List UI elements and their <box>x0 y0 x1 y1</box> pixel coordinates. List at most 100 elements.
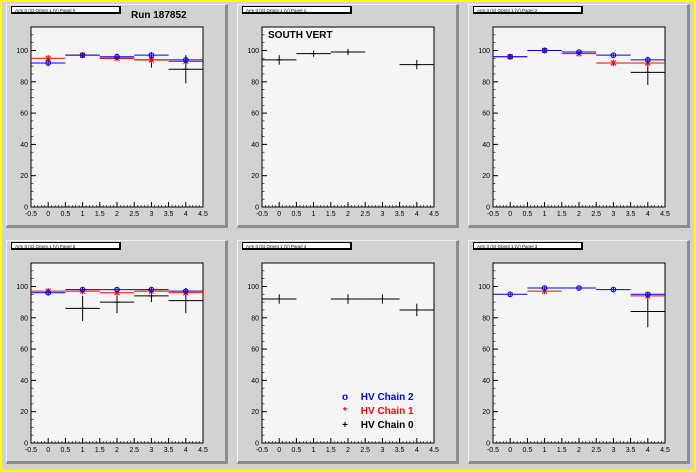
x-tick-label: 1.5 <box>326 447 336 454</box>
x-tick-label: 0.5 <box>61 447 71 454</box>
x-tick-label: 1.5 <box>557 211 567 218</box>
data-point-circle <box>507 291 514 298</box>
panel-4: -0.5 0 0.5 1 1.5 2 2.5 3 3.5 4 4.5 0 20 40 60 80 100 Arm… <box>237 240 459 464</box>
y-tick-label: 20 <box>20 173 28 180</box>
data-point-circle <box>541 47 548 54</box>
legend-label: HV Chain 2 <box>360 392 414 403</box>
y-tick-label: 0 <box>486 441 490 448</box>
x-tick-label: 2.5 <box>591 447 601 454</box>
data-point-circle <box>45 60 52 66</box>
y-tick-label: 80 <box>20 315 28 322</box>
data-point-circle <box>576 285 582 291</box>
x-tick-label: 1 <box>312 447 316 454</box>
plot-area <box>261 262 435 444</box>
y-tick-label: 0 <box>24 441 28 448</box>
x-tick-label: 2.5 <box>129 211 139 218</box>
y-tick-label: 40 <box>482 378 490 385</box>
x-tick-label: 3.5 <box>626 447 636 454</box>
y-tick-label: 100 <box>247 284 259 291</box>
plot-area <box>492 262 666 444</box>
x-tick-label: 1.5 <box>95 447 105 454</box>
y-tick-label: 100 <box>16 48 28 55</box>
legend-cross-marker-icon: + <box>342 420 348 431</box>
x-tick-label: 0 <box>277 211 281 218</box>
y-tick-label: 60 <box>482 111 490 118</box>
y-tick-label: 0 <box>486 205 490 212</box>
x-tick-label: 2 <box>346 447 350 454</box>
plot-area <box>261 26 435 208</box>
legend-label: HV Chain 0 <box>360 420 414 431</box>
x-tick-label: 4 <box>415 211 419 218</box>
data-point-circle <box>507 53 514 60</box>
x-tick-label: 0 <box>508 211 512 218</box>
panel-3-title: Arm 0 (S) Orient 1 (V) Panel 5 <box>11 242 121 250</box>
x-tick-label: 2 <box>115 447 119 454</box>
data-point-circle <box>182 288 189 295</box>
data-point-circle <box>644 57 651 63</box>
y-tick-label: 0 <box>255 441 259 448</box>
south-vert-label: SOUTH VERT <box>268 30 333 41</box>
panel-0: -0.5 0 0.5 1 1.5 2 2.5 3 3.5 4 4.5 0 20 40 60 80 100 Arm… <box>6 4 228 228</box>
y-tick-label: 60 <box>482 347 490 354</box>
x-tick-label: 4 <box>415 447 419 454</box>
y-tick-label: 60 <box>20 111 28 118</box>
x-tick-label: -0.5 <box>25 447 37 454</box>
panel-5: -0.5 0 0.5 1 1.5 2 2.5 3 3.5 4 4.5 0 20 40 60 80 100 Arm… <box>468 240 690 464</box>
data-point-circle <box>576 49 582 55</box>
legend-star-marker-icon: * <box>343 406 347 417</box>
x-tick-label: 2 <box>577 447 581 454</box>
x-tick-label: 2 <box>577 211 581 218</box>
y-tick-label: 20 <box>20 409 28 416</box>
x-tick-label: 0 <box>508 447 512 454</box>
x-tick-label: 4 <box>646 211 650 218</box>
y-tick-label: 40 <box>251 142 259 149</box>
x-tick-label: -0.5 <box>487 447 499 454</box>
y-tick-label: 0 <box>255 205 259 212</box>
x-tick-label: -0.5 <box>256 211 268 218</box>
x-tick-label: 2 <box>346 211 350 218</box>
run-label: Run 187852 <box>131 10 187 21</box>
x-tick-label: 4.5 <box>198 211 208 218</box>
y-tick-label: 80 <box>251 79 259 86</box>
x-tick-label: 3 <box>149 447 153 454</box>
data-point-circle <box>182 57 189 63</box>
x-tick-label: 3.5 <box>164 447 174 454</box>
legend: o HV Chain 2 * HV Chain 1 + HV Chain 0 <box>338 391 436 437</box>
y-tick-label: 100 <box>247 48 259 55</box>
data-point-circle <box>148 286 155 293</box>
x-tick-label: 1 <box>81 211 85 218</box>
x-tick-label: 2.5 <box>360 211 370 218</box>
x-tick-label: 0.5 <box>61 211 71 218</box>
y-tick-label: 80 <box>482 79 490 86</box>
panel-5-title: Arm 0 (S) Orient 1 (V) Panel 3 <box>473 242 583 250</box>
x-tick-label: 3 <box>611 211 615 218</box>
panel-3: -0.5 0 0.5 1 1.5 2 2.5 3 3.5 4 4.5 0 20 40 60 80 100 Arm… <box>6 240 228 464</box>
x-tick-label: 4 <box>646 447 650 454</box>
legend-item-hv-chain-0: + HV Chain 0 <box>338 419 414 432</box>
x-tick-label: -0.5 <box>25 211 37 218</box>
x-tick-label: 3 <box>149 211 153 218</box>
x-tick-label: 2 <box>115 211 119 218</box>
y-tick-label: 60 <box>251 347 259 354</box>
x-tick-label: 3.5 <box>395 447 405 454</box>
data-point-circle <box>114 53 120 60</box>
data-point-circle <box>610 286 617 293</box>
x-tick-label: 4.5 <box>429 447 439 454</box>
legend-label: HV Chain 1 <box>360 406 414 417</box>
y-tick-label: 100 <box>478 284 490 291</box>
x-tick-label: 1 <box>312 211 316 218</box>
x-tick-label: 0.5 <box>523 447 533 454</box>
y-tick-label: 40 <box>482 142 490 149</box>
data-point-circle <box>610 52 617 59</box>
y-tick-label: 60 <box>20 347 28 354</box>
y-tick-label: 60 <box>251 111 259 118</box>
y-tick-label: 0 <box>24 205 28 212</box>
x-tick-label: -0.5 <box>256 447 268 454</box>
panel-0-title: Arm 0 (S) Orient 1 (V) Panel 0 <box>11 6 121 14</box>
y-tick-label: 20 <box>251 173 259 180</box>
